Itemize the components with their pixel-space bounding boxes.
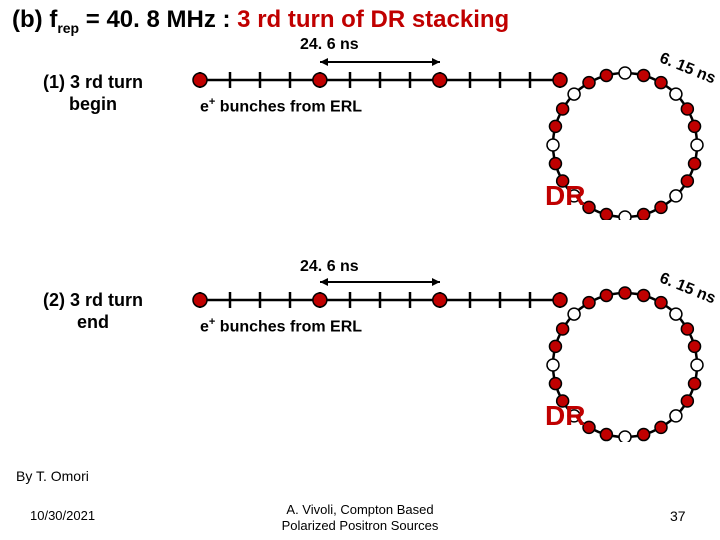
panel2-bunch-prefix: e (200, 318, 209, 335)
panel2-bunch-label: e+ bunches from ERL (200, 316, 362, 336)
panel1-svg (0, 50, 720, 220)
panel1-bunch-label: e+ bunches from ERL (200, 96, 362, 116)
title-mid: = 40. 8 MHz : (79, 6, 237, 33)
panel2-bunch-rest: bunches from ERL (215, 318, 362, 335)
figure-title: (b) frep = 40. 8 MHz : 3 rd turn of DR s… (12, 6, 509, 36)
panel1-bunch-prefix: e (200, 98, 209, 115)
footer-center: A. Vivoli, Compton Based Polarized Posit… (250, 502, 470, 533)
panel2-ring-label: DR (545, 400, 585, 432)
panel2-svg (0, 272, 720, 442)
title-prefix: (b) f (12, 6, 57, 33)
footer-line1: A. Vivoli, Compton Based (286, 502, 433, 517)
title-red: 3 rd turn of DR stacking (237, 6, 509, 33)
page-number: 37 (670, 508, 686, 524)
title-sub: rep (57, 20, 79, 36)
date: 10/30/2021 (30, 508, 95, 523)
panel1-ring-label: DR (545, 180, 585, 212)
footer-line2: Polarized Positron Sources (282, 518, 439, 533)
credit: By T. Omori (16, 468, 89, 484)
panel1-bunch-rest: bunches from ERL (215, 98, 362, 115)
